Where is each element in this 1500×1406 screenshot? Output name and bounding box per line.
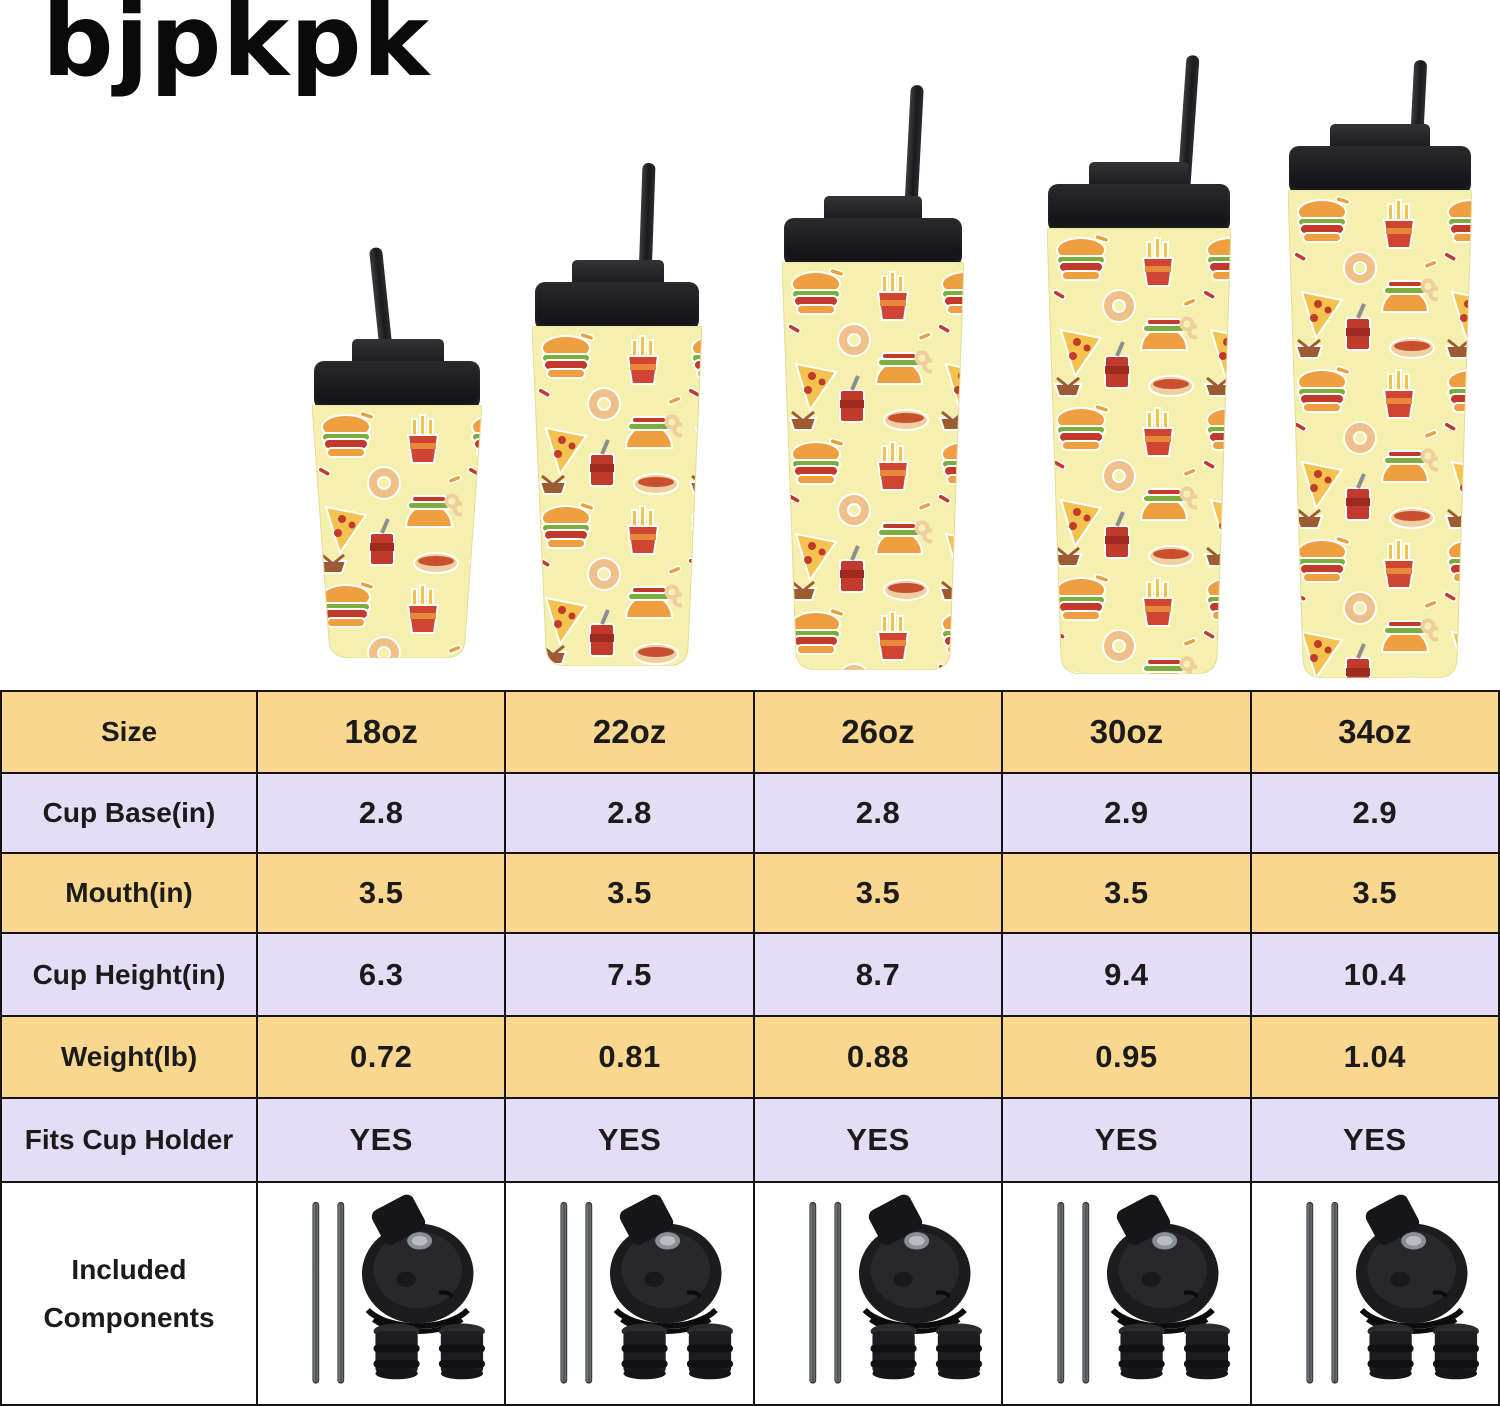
table-row-cup-base: Cup Base(in) 2.8 2.8 2.8 2.9 2.9: [0, 774, 1500, 854]
size-value: 18oz: [258, 692, 507, 774]
cup-body-food-pattern: [1288, 190, 1472, 678]
cup-base-value: 2.9: [1003, 774, 1252, 854]
mouth-value: 3.5: [754, 854, 1004, 934]
lid: [1289, 146, 1471, 196]
cup-height-value: 7.5: [506, 934, 755, 1017]
lid-slider: [1089, 162, 1189, 188]
straws-lid-stoppers-icon: [561, 1192, 733, 1383]
cup-height-value: 6.3: [258, 934, 507, 1017]
row-label: Cup Base(in): [0, 774, 258, 854]
cup-base-value: 2.9: [1251, 774, 1500, 854]
cup-body-food-pattern: [532, 326, 702, 666]
cup-base-value: 2.8: [754, 774, 1004, 854]
lid-slider: [1330, 124, 1430, 150]
cup-base-value: 2.8: [506, 774, 755, 854]
table-row-included-components: Included Components: [0, 1183, 1500, 1406]
components-image-18oz: [258, 1183, 507, 1406]
weight-value: 1.04: [1251, 1017, 1500, 1099]
components-image-22oz: [506, 1183, 755, 1406]
row-label: Weight(lb): [0, 1017, 258, 1099]
table-row-cup-height: Cup Height(in) 6.3 7.5 8.7 9.4 10.4: [0, 934, 1500, 1017]
weight-value: 0.81: [506, 1017, 755, 1099]
cup-base-value: 2.8: [258, 774, 507, 854]
spec-table: Size 18oz 22oz 26oz 30oz 34oz Cup Base(i…: [0, 690, 1500, 1406]
size-value: 26oz: [754, 692, 1004, 774]
fits-holder-value: YES: [754, 1099, 1004, 1183]
mouth-value: 3.5: [506, 854, 755, 934]
cup-height-value: 10.4: [1251, 934, 1500, 1017]
table-row-weight: Weight(lb) 0.72 0.81 0.88 0.95 1.04: [0, 1017, 1500, 1099]
row-label: Included Components: [0, 1183, 258, 1406]
mouth-value: 3.5: [1251, 854, 1500, 934]
size-value: 30oz: [1003, 692, 1252, 774]
included-label-line1: Included: [71, 1253, 187, 1285]
lid: [314, 361, 480, 411]
weight-value: 0.72: [258, 1017, 507, 1099]
components-image-30oz: [1003, 1183, 1252, 1406]
fits-holder-value: YES: [258, 1099, 507, 1183]
straws-lid-stoppers-icon: [1307, 1192, 1479, 1383]
row-label: Mouth(in): [0, 854, 258, 934]
mouth-value: 3.5: [258, 854, 507, 934]
components-image-34oz: [1251, 1183, 1500, 1406]
row-label: Fits Cup Holder: [0, 1099, 258, 1183]
included-label-line2: Components: [43, 1301, 215, 1333]
lid: [1048, 184, 1230, 234]
fits-holder-value: YES: [1003, 1099, 1252, 1183]
mouth-value: 3.5: [1003, 854, 1252, 934]
table-row-mouth: Mouth(in) 3.5 3.5 3.5 3.5 3.5: [0, 854, 1500, 934]
straws-lid-stoppers-icon: [1058, 1192, 1230, 1383]
cup-body-food-pattern: [312, 405, 482, 658]
table-row-size: Size 18oz 22oz 26oz 30oz 34oz: [0, 692, 1500, 774]
lid-slider: [824, 196, 922, 222]
row-label: Cup Height(in): [0, 934, 258, 1017]
fits-holder-value: YES: [1251, 1099, 1500, 1183]
fits-holder-value: YES: [506, 1099, 755, 1183]
components-image-26oz: [754, 1183, 1004, 1406]
cup-height-value: 8.7: [754, 934, 1004, 1017]
table-row-fits-cup-holder: Fits Cup Holder YES YES YES YES YES: [0, 1099, 1500, 1183]
cup-body-food-pattern: [1047, 228, 1231, 674]
lid-slider: [572, 260, 664, 286]
cup-height-value: 9.4: [1003, 934, 1252, 1017]
row-label: Size: [0, 692, 258, 774]
straws-lid-stoppers-icon: [313, 1192, 485, 1383]
lid: [535, 282, 699, 332]
lid: [784, 218, 962, 268]
size-value: 34oz: [1251, 692, 1500, 774]
weight-value: 0.95: [1003, 1017, 1252, 1099]
size-value: 22oz: [506, 692, 755, 774]
lid-slider: [352, 339, 444, 365]
cup-body-food-pattern: [782, 262, 964, 670]
straws-lid-stoppers-icon: [810, 1192, 982, 1383]
weight-value: 0.88: [754, 1017, 1004, 1099]
brand-logo: bjpkpk: [42, 0, 431, 99]
